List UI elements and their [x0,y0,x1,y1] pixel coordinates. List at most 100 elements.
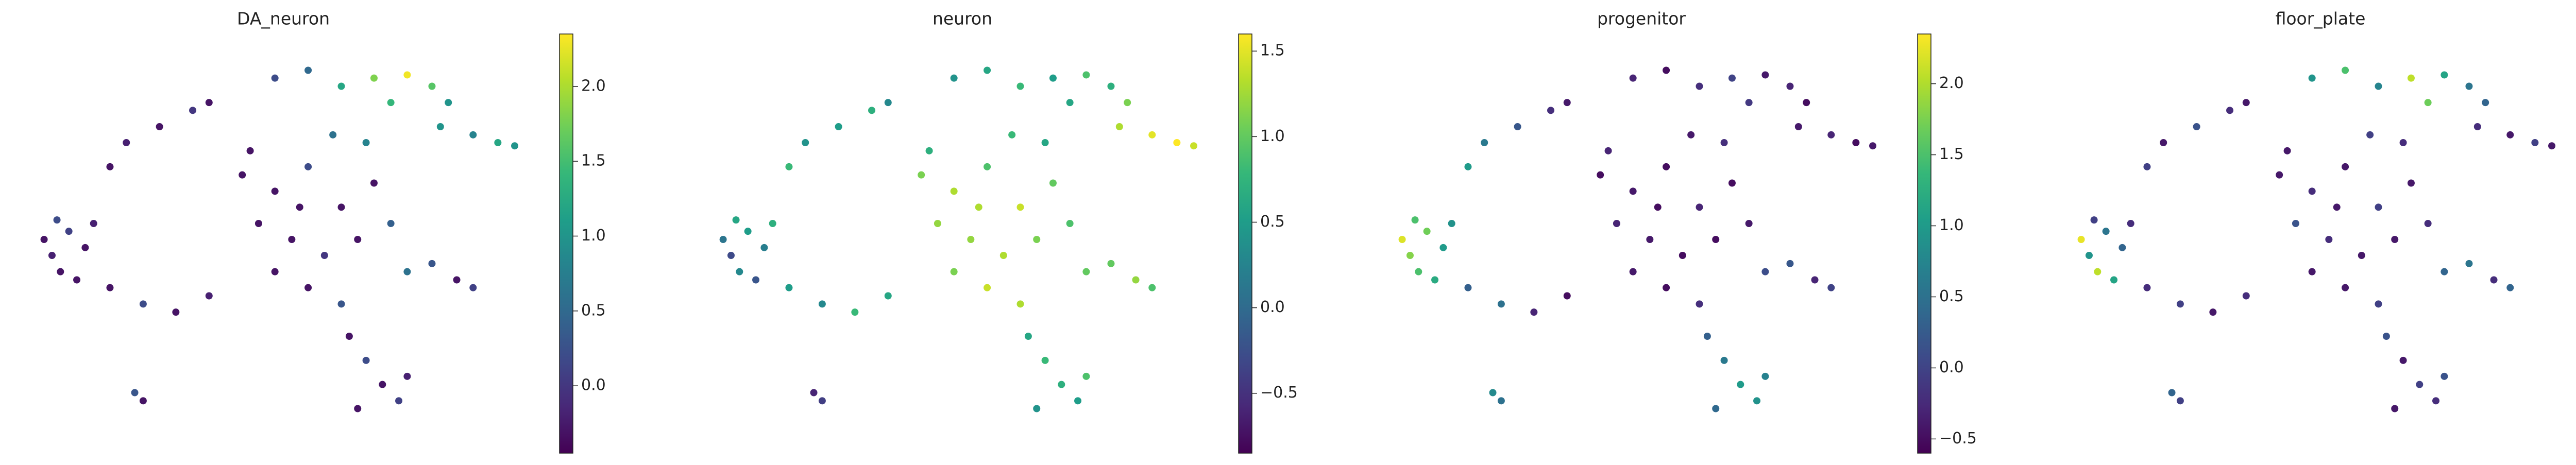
point [810,389,818,397]
point [2110,276,2118,284]
point [189,107,197,114]
point [1646,236,1654,243]
colorbar-tick-label: −0.5 [1260,384,1298,402]
point [53,216,61,224]
point [1604,147,1612,154]
point [337,82,345,90]
point [1423,228,1431,235]
chart-title: neuron [933,9,992,29]
point [2226,107,2234,114]
point [1415,268,1422,275]
point [354,236,362,243]
point [511,142,519,150]
point [469,131,477,139]
point [2441,71,2448,79]
point [2209,308,2217,316]
point [1663,66,1670,74]
point [1008,131,1016,139]
chart-title: progenitor [1597,9,1686,29]
point [139,397,147,405]
colorbar-tick-label: 1.0 [1939,216,1964,234]
point [131,389,139,397]
colorbar-tick-label: 1.0 [1260,127,1285,145]
point [2143,163,2151,170]
point [2325,236,2333,243]
point [2375,300,2382,308]
point [1411,216,1419,224]
point [925,147,933,154]
point [2391,405,2399,412]
point [469,284,477,291]
point [1786,260,1794,267]
point [818,397,826,405]
point [2416,381,2424,388]
point [752,276,760,284]
point [785,284,793,291]
colorbar-tick-label: 2.0 [1939,74,1964,92]
point [2342,163,2349,170]
point [370,179,378,187]
colorbar-tick-label: 0.0 [1260,298,1285,316]
colorbar-tick-label: 1.5 [1260,42,1285,60]
point [769,220,776,228]
point [1629,187,1637,195]
point [1082,268,1090,275]
panel: floor_plate−0.20.00.20.40.60.81.01.2 [2077,9,2556,412]
point [1049,179,1057,187]
point [48,251,56,259]
point [950,187,958,195]
point [1737,381,1744,388]
point [1074,397,1082,405]
point [387,220,395,228]
point [1753,397,1761,405]
point [2506,284,2514,291]
colorbar-tick-label: 2.0 [581,77,606,95]
point [205,292,213,300]
panel: progenitor −0.5 0.0 0.5 1.0 1.5 2.0 [1398,9,1977,454]
point [868,107,876,114]
point [1703,333,1711,340]
colorbar-tick-label: 1.5 [1939,145,1964,163]
panel: DA_neuron 0.0 0.5 1.0 1.5 2.0 [40,9,606,454]
point [1712,405,1720,412]
point [395,397,403,405]
point [736,268,743,275]
point [57,268,64,275]
point [1811,276,1819,284]
point [2094,268,2102,275]
colorbar-tick-label: 0.5 [1260,213,1285,231]
point [2424,99,2432,107]
point [255,220,262,228]
point [288,236,296,243]
point [835,123,842,130]
point [1563,292,1571,300]
point [403,71,411,79]
point [1629,74,1637,82]
point [1033,236,1041,243]
point [851,308,859,316]
point [362,356,370,364]
point [2366,131,2374,139]
point [1016,300,1024,308]
point [2119,244,2126,251]
colorbar-tick-label: 0.0 [581,376,606,394]
point [1696,203,1703,211]
colorbar-tick-label: −0.5 [1939,429,1977,447]
point [2308,74,2316,82]
point [984,284,991,291]
point [2176,397,2184,405]
point [156,123,163,130]
point [1720,356,1728,364]
point [1464,284,1472,291]
point [999,251,1007,259]
point [2432,397,2440,405]
point [1058,381,1065,388]
point [1497,397,1505,405]
point [1066,99,1074,107]
point [387,99,395,107]
point [1530,308,1538,316]
point [719,236,727,243]
point [1687,131,1695,139]
point [1041,139,1049,146]
